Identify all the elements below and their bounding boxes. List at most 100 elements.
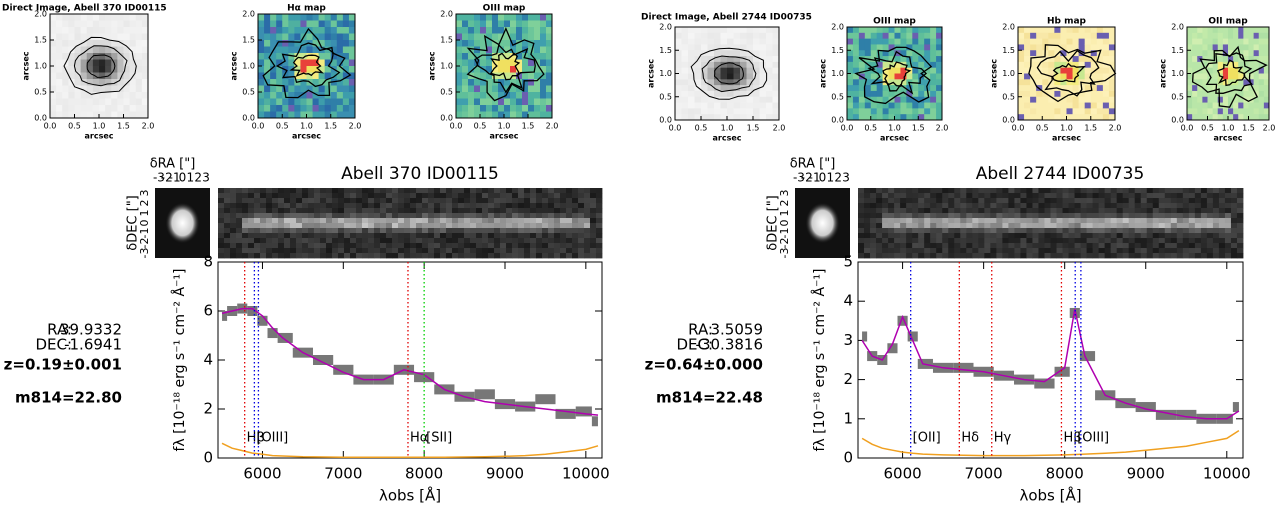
image-pixel — [264, 112, 270, 119]
spectrum-pixel — [590, 248, 596, 253]
spectrum-pixel — [876, 193, 882, 198]
image-pixel — [498, 112, 504, 119]
image-pixel — [1079, 44, 1085, 50]
image-pixel — [1097, 114, 1103, 120]
image-pixel — [859, 62, 865, 68]
image-pixel — [124, 53, 131, 60]
spectrum-pixel — [488, 193, 494, 198]
image-pixel — [349, 34, 355, 41]
image-pixel — [142, 105, 149, 112]
spectrum-pixel — [590, 208, 596, 213]
image-pixel — [124, 105, 131, 112]
y-tick-label: 0 — [843, 449, 853, 467]
spectrum-pixel — [458, 213, 464, 218]
spectrum-pixel — [278, 253, 284, 258]
spectrum-pixel — [284, 238, 290, 243]
spectrum-pixel — [224, 253, 230, 258]
image-pixel — [1192, 62, 1198, 68]
spectrum-pixel — [858, 208, 864, 213]
spectrum-pixel — [1225, 238, 1231, 243]
spectrum-pixel — [1225, 198, 1231, 203]
image-pixel — [99, 53, 106, 60]
image-pixel — [753, 27, 760, 33]
spectrum-pixel — [596, 193, 602, 198]
spectrum-pixel — [302, 228, 308, 233]
spectrum-pixel — [596, 238, 602, 243]
spectrum-pixel — [236, 208, 242, 213]
spectrum-pixel — [1141, 213, 1147, 218]
spectrum-pixel — [320, 198, 326, 203]
spectrum-pixel — [1117, 228, 1123, 233]
image-pixel — [136, 112, 143, 119]
spectrum-pixel — [344, 238, 350, 243]
spectrum-pixel — [218, 203, 224, 208]
image-pixel — [276, 14, 282, 21]
spectrum-pixel — [386, 238, 392, 243]
spectrum-pixel — [380, 243, 386, 248]
spectrum-pixel — [954, 233, 960, 238]
image-pixel — [1259, 50, 1265, 56]
image-pixel — [1187, 97, 1193, 103]
image-pixel — [56, 73, 63, 80]
image-pixel — [307, 105, 313, 112]
image-pixel — [130, 105, 137, 112]
x-tick-label: 7000 — [324, 465, 362, 483]
spectrum-pixel — [996, 248, 1002, 253]
spectrum-pixel — [864, 238, 870, 243]
spectrum-pixel — [410, 243, 416, 248]
image-pixel — [474, 112, 480, 119]
spectrum-pixel — [876, 248, 882, 253]
spectrum-pixel — [1231, 218, 1237, 223]
image-pixel — [1103, 97, 1109, 103]
spectrum-pixel — [858, 193, 864, 198]
image-pixel — [734, 33, 741, 39]
image-pixel — [900, 97, 906, 103]
y-axis-label: fλ [10⁻¹⁸ erg s⁻¹ cm⁻² Å⁻¹] — [171, 268, 188, 451]
spectrum-pixel — [1099, 198, 1105, 203]
spectrum-pixel — [1002, 223, 1008, 228]
spectrum-pixel — [326, 248, 332, 253]
spectrum-pixel — [440, 253, 446, 258]
image-pixel — [1042, 39, 1048, 45]
image-pixel — [93, 73, 100, 80]
spectrum-pixel — [500, 213, 506, 218]
spectrum-pixel — [1207, 223, 1213, 228]
spectrum-pixel — [326, 253, 332, 258]
spectrum-pixel — [1153, 213, 1159, 218]
spectrum-pixel — [936, 198, 942, 203]
image-pixel — [136, 79, 143, 86]
spectrum-pixel — [356, 193, 362, 198]
spectrum-pixel — [386, 243, 392, 248]
spectrum-pixel — [1195, 203, 1201, 208]
spectrum-pixel — [518, 248, 524, 253]
image-pixel — [853, 56, 859, 62]
spectrum-pixel — [918, 213, 924, 218]
spectrum-pixel — [326, 243, 332, 248]
spectrum-pixel — [1129, 188, 1135, 193]
image-pixel — [56, 53, 63, 60]
image-pixel — [1097, 85, 1103, 91]
image-pixel — [1024, 56, 1030, 62]
spectrum-pixel — [518, 188, 524, 193]
spectrum-pixel — [260, 248, 266, 253]
spectrum-pixel — [578, 198, 584, 203]
image-pixel — [740, 97, 747, 103]
spectrum-pixel — [1044, 238, 1050, 243]
x-tick-label: 2.0 — [1109, 124, 1122, 133]
spectrum-pixel — [1183, 218, 1189, 223]
image-pixel — [1048, 33, 1054, 39]
image-pixel — [124, 21, 131, 28]
spectrum-pixel — [512, 208, 518, 213]
image-pixel — [682, 44, 689, 50]
spectrum-pixel — [392, 238, 398, 243]
spectrum-pixel — [464, 208, 470, 213]
image-pixel — [1228, 68, 1234, 74]
spectrum-pixel — [572, 193, 578, 198]
spectrum-pixel — [338, 193, 344, 198]
spectrum-pixel — [1195, 253, 1201, 258]
spectrum-pixel — [972, 203, 978, 208]
spectrum-pixel — [900, 233, 906, 238]
image-pixel — [766, 91, 773, 97]
image-pixel — [930, 85, 936, 91]
spectrum-pixel — [1183, 238, 1189, 243]
